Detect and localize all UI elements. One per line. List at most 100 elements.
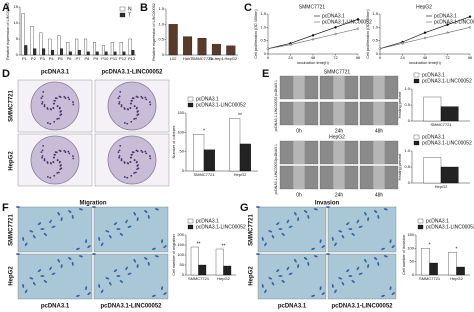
row-label: HepG2	[9, 151, 15, 171]
x-tick-label: Huh7	[183, 56, 193, 61]
colony	[123, 161, 126, 163]
time-label: 24h	[335, 128, 344, 134]
colony	[53, 156, 56, 159]
x-tick-label: 96	[468, 55, 473, 60]
bar	[95, 51, 99, 56]
bar	[39, 32, 43, 56]
cell	[22, 283, 25, 288]
bar	[131, 50, 135, 56]
colony	[67, 96, 70, 99]
cell	[68, 210, 72, 213]
cell	[49, 266, 52, 271]
colony	[52, 161, 55, 163]
colony	[133, 105, 136, 108]
cell	[152, 247, 156, 250]
cell	[98, 283, 101, 288]
cell	[100, 289, 104, 294]
bar	[229, 118, 241, 172]
colony	[42, 90, 45, 93]
cell	[119, 279, 124, 283]
cell	[127, 225, 132, 228]
colony	[135, 161, 138, 164]
cell	[331, 283, 334, 288]
y-tick-label: 200	[177, 232, 184, 237]
y-tick-label: 150	[177, 242, 184, 247]
cell	[334, 289, 337, 294]
x-tick-label: P13	[128, 56, 136, 61]
y-tick-label: 0.5	[372, 38, 378, 43]
x-tick-label: 72	[445, 55, 450, 60]
y-tick-label: 100	[177, 129, 184, 134]
bar	[128, 38, 132, 56]
colony	[149, 101, 151, 103]
cell	[144, 210, 148, 213]
cell	[78, 208, 83, 211]
colony	[43, 159, 46, 162]
significance: **	[238, 113, 242, 119]
bar	[440, 166, 459, 184]
cell	[276, 222, 280, 226]
x-axis-label: incubation time(h)	[409, 60, 441, 65]
colony	[59, 96, 62, 99]
bar	[57, 35, 61, 56]
colony	[119, 144, 122, 147]
colony	[126, 176, 129, 179]
colony	[53, 174, 56, 177]
time-label: 48h	[375, 128, 384, 134]
time-label: 24h	[335, 192, 344, 198]
x-tick-label: P11	[110, 56, 118, 61]
panel-letter: B	[140, 2, 148, 14]
cell	[364, 211, 367, 216]
colony	[46, 107, 49, 109]
cell	[33, 234, 36, 239]
bar	[456, 266, 465, 276]
bar	[93, 42, 96, 56]
y-tick-label: 0.5	[158, 37, 164, 42]
cell	[16, 253, 20, 255]
x-axis-label: incubation time(h)	[297, 60, 329, 65]
legend-swatch	[413, 78, 420, 84]
cell	[364, 258, 367, 263]
colony	[130, 174, 133, 177]
cell	[286, 266, 290, 271]
x-tick-label: SMMC7721	[188, 276, 210, 281]
cell	[51, 225, 56, 228]
y-tick-label: 0.5	[404, 102, 410, 107]
legend-label: pcDNA3.1-LINC00052	[422, 78, 472, 84]
legend-swatch	[187, 102, 194, 108]
x-tick-label: HepG2	[450, 276, 463, 281]
cell	[98, 236, 101, 241]
x-tick-label: P9	[93, 56, 99, 61]
colony	[136, 110, 139, 113]
x-tick-label: P4	[49, 56, 55, 61]
cell	[127, 272, 132, 275]
colony	[130, 102, 133, 105]
bar	[42, 48, 46, 56]
photo	[257, 253, 327, 300]
legend-swatch	[417, 218, 424, 224]
x-tick-label: 96	[356, 55, 361, 60]
colony	[118, 95, 121, 98]
colony	[120, 158, 123, 160]
cell	[351, 232, 355, 236]
colony	[133, 172, 136, 174]
colony	[133, 159, 136, 162]
colony	[136, 164, 139, 167]
legend-label: pcDNA3.1	[422, 72, 445, 78]
cell	[383, 208, 388, 211]
y-tick-label: 0	[408, 180, 411, 185]
cell	[113, 269, 118, 273]
y-axis-label: Cell proliferation (OD 450nm)	[254, 9, 258, 59]
y-tick-label: 1.5	[372, 11, 378, 16]
colony	[43, 158, 46, 160]
cell	[326, 253, 330, 255]
colony	[140, 149, 143, 152]
bar	[211, 44, 221, 56]
cell	[271, 234, 275, 239]
colony	[56, 105, 59, 108]
cell	[152, 294, 156, 297]
x-tick-label: P3	[40, 56, 46, 61]
colony	[58, 161, 61, 164]
bar	[113, 51, 117, 56]
